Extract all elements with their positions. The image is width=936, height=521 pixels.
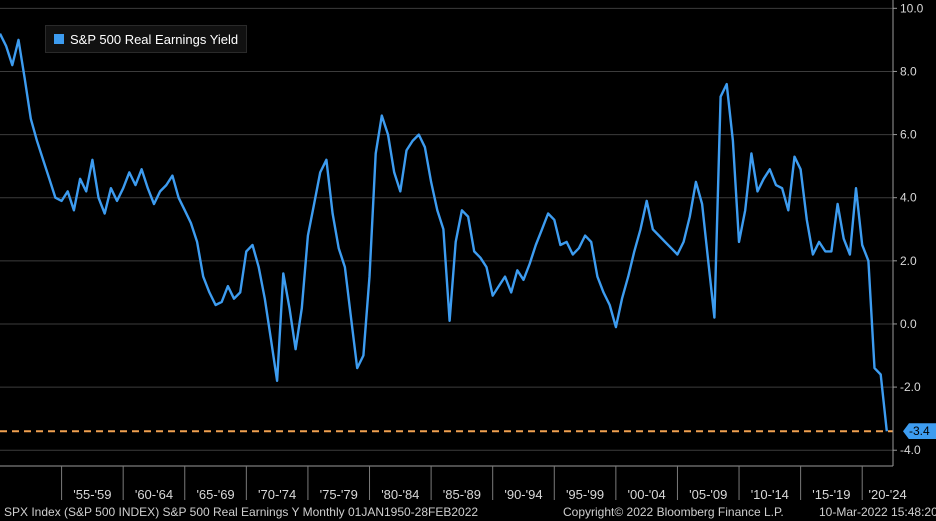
x-tick-label: '95-'99 <box>566 487 604 502</box>
x-tick-label: '70-'74 <box>258 487 296 502</box>
gridlines <box>0 7 893 451</box>
legend-swatch <box>54 34 64 44</box>
x-tick-label: '60-'64 <box>135 487 173 502</box>
footer-copyright: Copyright© 2022 Bloomberg Finance L.P. <box>563 505 784 519</box>
x-tick-label: '55-'59 <box>73 487 111 502</box>
footer-source: SPX Index (S&P 500 INDEX) S&P 500 Real E… <box>4 505 479 519</box>
y-tick-label: 4.0 <box>900 191 917 205</box>
x-tick-label: '00-'04 <box>628 487 666 502</box>
x-tick-label: '80-'84 <box>381 487 419 502</box>
x-tick-label: '05-'09 <box>689 487 727 502</box>
x-tick-label: '15-'19 <box>812 487 850 502</box>
series-layer <box>0 33 888 432</box>
x-tick-label: '90-'94 <box>504 487 542 502</box>
x-tick-label: '75-'79 <box>320 487 358 502</box>
last-value-badge: -3.4 <box>903 423 936 440</box>
series-line <box>0 33 888 432</box>
x-tick-label: '65-'69 <box>196 487 234 502</box>
y-tick-label: 10.0 <box>900 1 924 15</box>
legend-label: S&P 500 Real Earnings Yield <box>70 31 239 47</box>
y-tick-label: 0.0 <box>900 317 917 331</box>
axes: 10.0 8.0 6.0 4.0 2.0 0.0 -2.0 -4.0 '55-'59 '60-'6… <box>0 0 924 502</box>
y-tick-label: 2.0 <box>900 254 917 268</box>
legend: S&P 500 Real Earnings Yield <box>45 25 247 53</box>
x-tick-label: '10-'14 <box>751 487 789 502</box>
y-tick-label: 6.0 <box>900 128 917 142</box>
footer-bar: SPX Index (S&P 500 INDEX) S&P 500 Real E… <box>0 503 936 521</box>
y-tick-label: -4.0 <box>900 443 921 457</box>
x-tick-label: '85-'89 <box>443 487 481 502</box>
x-tick-label: '20-'24 <box>868 487 906 502</box>
footer-timestamp: 10-Mar-2022 15:48:20 <box>819 505 936 519</box>
y-tick-label: 8.0 <box>900 64 917 78</box>
y-tick-label: -2.0 <box>900 380 921 394</box>
